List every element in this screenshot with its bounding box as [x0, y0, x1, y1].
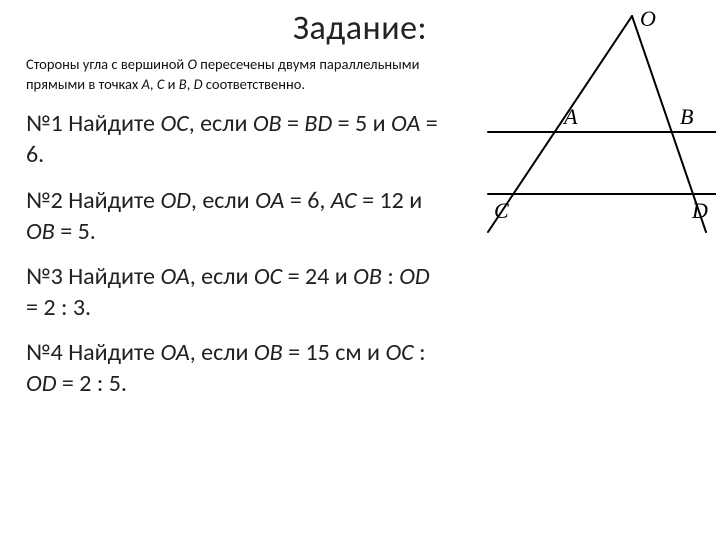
svg-text:C: C [494, 198, 509, 223]
var: OC [385, 338, 413, 367]
text: : [414, 338, 426, 367]
var: OC [254, 262, 282, 291]
var: AC [331, 186, 357, 215]
intro-var: D [194, 75, 203, 93]
text: , если [189, 109, 253, 138]
problem-4: №4 Найдите OA, если OB = 15 см и OC : OD… [26, 337, 446, 399]
var: OA [160, 262, 189, 291]
text: = 2 : 3. [26, 293, 91, 322]
intro-part: , [150, 75, 157, 93]
text: : [382, 262, 399, 291]
slide: Задание: Стороны угла с вершиной O перес… [0, 0, 720, 540]
text: = 5 и [332, 109, 391, 138]
intro-text: Стороны угла с вершиной O пересечены дву… [26, 55, 426, 94]
svg-text:O: O [640, 6, 656, 31]
text: = 15 см и [283, 338, 386, 367]
text: №2 Найдите [26, 186, 160, 215]
text: №3 Найдите [26, 262, 160, 291]
var: OB [26, 217, 55, 246]
text: №4 Найдите [26, 338, 160, 367]
text: = 6, [284, 186, 330, 215]
var: OB [254, 338, 283, 367]
text: = 5. [55, 217, 96, 246]
var: OD [160, 186, 190, 215]
intro-part: и [164, 75, 178, 93]
intro-part: Стороны угла с вершиной [26, 55, 188, 73]
svg-text:A: A [562, 104, 578, 129]
text: , если [190, 262, 254, 291]
intro-var: A [142, 75, 150, 93]
text: , если [191, 186, 255, 215]
var: OD [399, 262, 429, 291]
intro-part: пересечены двумя параллельными [197, 55, 419, 73]
var: OA [391, 109, 420, 138]
intro-var: B [179, 75, 187, 93]
text: , если [190, 338, 254, 367]
var: BD [304, 109, 332, 138]
intro-var: O [188, 55, 198, 73]
geometry-diagram: O A B C D [484, 4, 716, 240]
var: OA [255, 186, 284, 215]
problem-list: №1 Найдите OC, если OB = BD = 5 и OA = 6… [26, 108, 446, 400]
text: №1 Найдите [26, 109, 160, 138]
problem-2: №2 Найдите OD, если OA = 6, AC = 12 и OB… [26, 185, 446, 247]
var: OC [160, 109, 188, 138]
intro-part: соответственно. [203, 75, 306, 93]
text: = 12 и [357, 186, 423, 215]
intro-part: , [187, 75, 194, 93]
var: OB [353, 262, 382, 291]
var: OA [160, 338, 189, 367]
text: = [282, 109, 305, 138]
text: = 2 : 5. [56, 369, 126, 398]
svg-text:B: B [680, 104, 693, 129]
svg-text:D: D [691, 198, 708, 223]
problem-3: №3 Найдите OA, если OC = 24 и OB : OD = … [26, 261, 446, 323]
var: OB [253, 109, 282, 138]
text: = 24 и [282, 262, 353, 291]
var: OD [26, 369, 56, 398]
intro-part: прямыми в точках [26, 75, 142, 93]
problem-1: №1 Найдите OC, если OB = BD = 5 и OA = 6… [26, 108, 446, 170]
